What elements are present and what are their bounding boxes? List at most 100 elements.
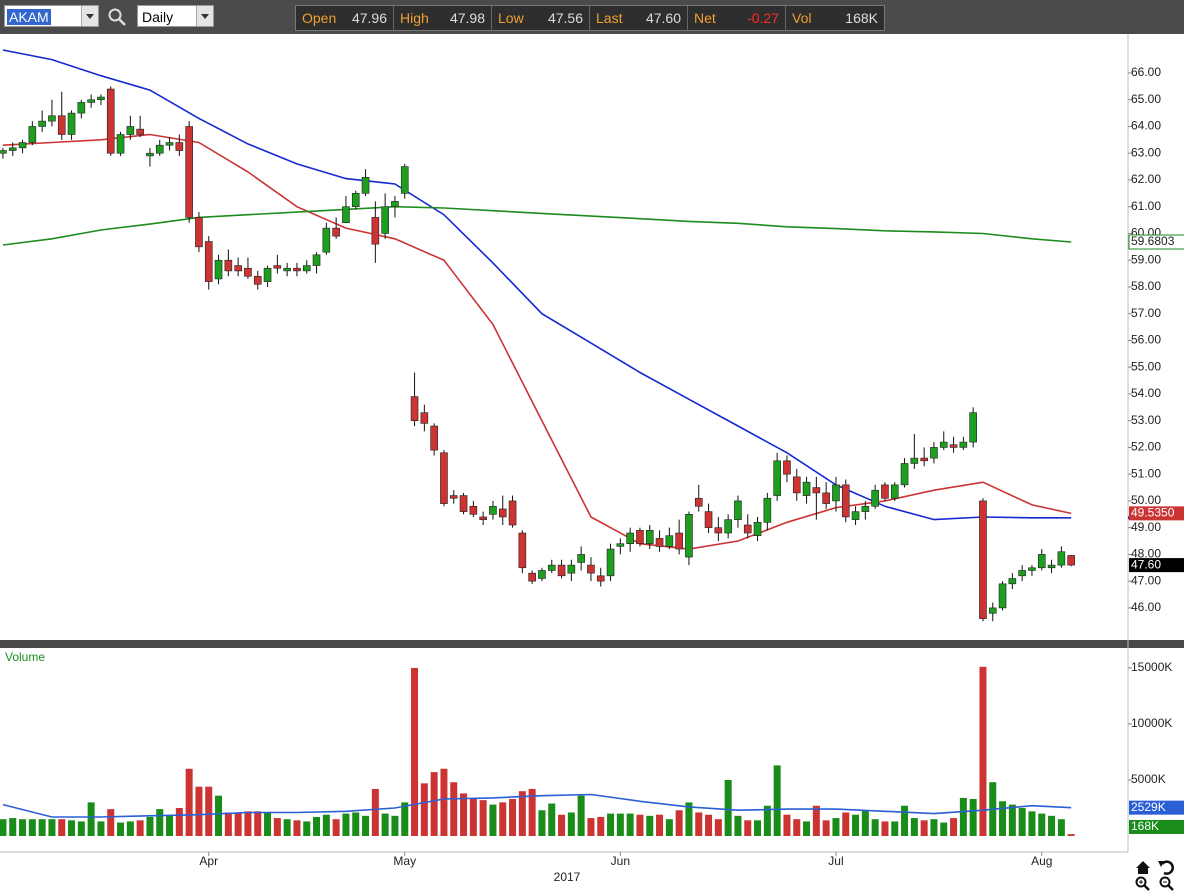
candle-body <box>930 447 938 459</box>
volume-bar <box>881 821 889 836</box>
ma-label-box <box>1128 234 1184 250</box>
volume-bar <box>391 815 399 836</box>
candle-body <box>508 500 517 526</box>
volume-bar <box>342 813 350 836</box>
candle-body <box>273 265 282 269</box>
y-tick-label: 58.00 <box>1131 279 1161 293</box>
quote-cell: Vol 168K <box>786 6 884 30</box>
interval-select[interactable]: Daily <box>137 5 214 27</box>
candle-body <box>675 532 683 550</box>
undo-icon[interactable] <box>1158 860 1174 875</box>
candle-body <box>694 497 703 507</box>
volume-bar <box>695 812 703 836</box>
volume-bar <box>803 821 811 836</box>
dropdown-button[interactable] <box>196 6 213 26</box>
volume-bar <box>97 821 105 836</box>
volume-bar <box>1048 815 1056 836</box>
interval-text: Daily <box>142 9 174 25</box>
candle-body <box>283 267 291 272</box>
search-icon[interactable] <box>107 7 127 27</box>
candle-body <box>18 142 27 149</box>
volume-bar <box>724 779 732 836</box>
candle-body <box>146 152 154 157</box>
candle-body <box>106 88 115 154</box>
volume-bar <box>224 812 232 836</box>
candle-body <box>1037 554 1046 569</box>
volume-bar <box>440 768 448 836</box>
volume-bar <box>283 819 291 836</box>
dropdown-button[interactable] <box>81 6 98 26</box>
volume-bar <box>548 803 556 836</box>
candle-body <box>528 572 536 582</box>
candle-body <box>734 500 742 520</box>
candle-body <box>322 227 331 253</box>
candle-body <box>998 583 1007 609</box>
candle-body <box>312 254 321 266</box>
candle-body <box>645 530 654 545</box>
chart: Volume Apr May Jun Jul Aug 2017 46.00 47.00 48.0… <box>0 34 1184 891</box>
candle-body <box>538 570 546 579</box>
volume-bar <box>1018 807 1026 836</box>
volume-bar <box>901 805 909 836</box>
volume-bar <box>430 772 438 836</box>
volume-bar <box>205 786 213 836</box>
candle-body <box>214 259 223 280</box>
candle-body <box>802 481 811 496</box>
quote-label: Vol <box>792 10 812 26</box>
zoom-in-icon[interactable] <box>1135 876 1150 891</box>
candle-body <box>763 497 772 523</box>
quote-cell: Last 47.60 <box>590 6 688 30</box>
candle-body <box>185 126 193 218</box>
volume-bar <box>401 802 409 836</box>
candle-body <box>773 460 781 496</box>
y-tick-label: 51.00 <box>1131 466 1161 480</box>
volume-bar <box>587 818 595 836</box>
zoom-out-icon[interactable] <box>1159 876 1174 891</box>
volume-bar <box>460 793 468 836</box>
y-tick-label: 62.00 <box>1131 172 1161 186</box>
volume-bar <box>313 816 321 836</box>
candle-body <box>430 425 438 451</box>
volume-bar <box>626 813 634 836</box>
y-tick-label: 10000K <box>1131 716 1172 730</box>
quote-value: 168K <box>845 10 878 26</box>
candle-body <box>1018 570 1026 577</box>
volume-bar <box>616 813 624 836</box>
last-price-label: 47.60 <box>1131 557 1161 571</box>
candle-body <box>302 265 311 272</box>
candle-body <box>1067 555 1075 566</box>
candle-body <box>743 524 752 534</box>
candle-body <box>489 505 497 515</box>
home-icon[interactable] <box>1136 861 1150 874</box>
volume-bar <box>920 820 928 836</box>
candle-body <box>900 463 909 486</box>
volume-bar <box>244 811 252 836</box>
volume-bar <box>166 815 174 836</box>
volume-bar <box>185 768 193 836</box>
volume-bar <box>126 821 134 836</box>
candle-body <box>48 115 56 122</box>
ma-label-box <box>1129 506 1184 521</box>
volume-bar <box>146 816 154 836</box>
volume-average-label: 2529K <box>1131 800 1166 814</box>
volume-bar <box>234 812 242 836</box>
volume-bar <box>1067 834 1075 836</box>
candle-body <box>616 543 625 547</box>
volume-bar <box>479 800 487 836</box>
y-tick-label: 52.00 <box>1131 440 1161 454</box>
volume-bar <box>685 802 693 836</box>
candle-body <box>449 495 458 499</box>
volume-bar <box>352 812 360 836</box>
symbol-input[interactable]: AKAM <box>4 5 99 27</box>
quote-cell: Low 47.56 <box>492 6 590 30</box>
candle-body <box>195 217 203 248</box>
volume-bar <box>842 812 850 836</box>
candle-body <box>0 150 7 154</box>
candle-body <box>969 412 977 443</box>
volume-bar <box>107 809 115 836</box>
candle-body <box>822 492 830 504</box>
volume-bar <box>567 812 575 836</box>
quote-label: High <box>400 10 429 26</box>
candle-body <box>567 564 576 574</box>
volume-bar <box>950 818 958 836</box>
